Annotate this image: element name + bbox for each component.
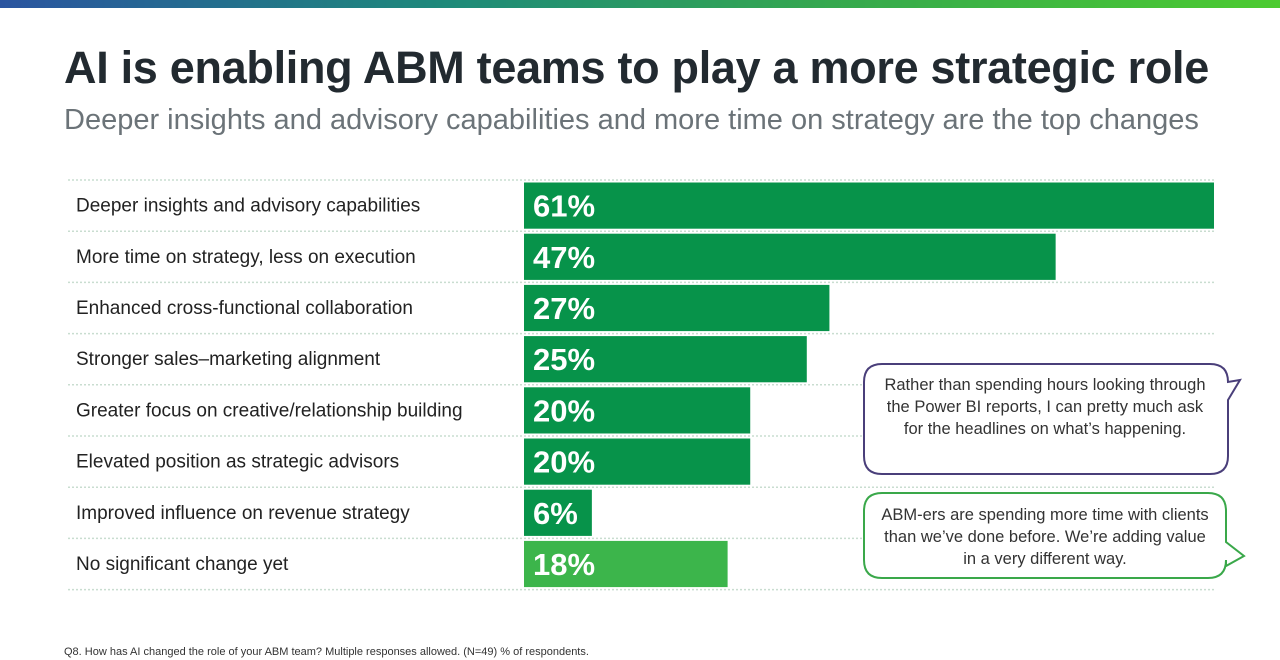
footnote: Q8. How has AI changed the role of your … bbox=[64, 646, 589, 658]
category-label: Stronger sales–marketing alignment bbox=[76, 349, 381, 370]
bar bbox=[524, 387, 751, 434]
data-label: 27% bbox=[533, 291, 595, 326]
category-label: Improved influence on revenue strategy bbox=[76, 503, 410, 524]
data-label: 6% bbox=[533, 496, 578, 531]
bar bbox=[524, 540, 728, 588]
category-label: Elevated position as strategic advisors bbox=[76, 452, 399, 473]
category-label: Enhanced cross-functional collaboration bbox=[76, 298, 413, 319]
category-label: No significant change yet bbox=[76, 554, 289, 575]
bar bbox=[524, 336, 807, 383]
page-subtitle: Deeper insights and advisory capabilitie… bbox=[64, 104, 1199, 136]
category-label: Deeper insights and advisory capabilitie… bbox=[76, 196, 420, 217]
data-label: 18% bbox=[533, 547, 595, 582]
gradient-top-bar bbox=[0, 0, 1280, 8]
bar bbox=[524, 489, 592, 536]
page-title: AI is enabling ABM teams to play a more … bbox=[64, 42, 1209, 93]
bar bbox=[524, 438, 751, 485]
data-label: 25% bbox=[533, 342, 595, 377]
data-label: 20% bbox=[533, 445, 595, 480]
data-label: 61% bbox=[533, 189, 595, 224]
bar bbox=[524, 182, 1214, 229]
callout-quote-1: Rather than spending hours looking throu… bbox=[884, 376, 1206, 438]
bar bbox=[524, 233, 1056, 280]
category-label: More time on strategy, less on execution bbox=[76, 247, 416, 268]
category-label: Greater focus on creative/relationship b… bbox=[76, 400, 463, 421]
callout-quote-2: ABM-ers are spending more time with clie… bbox=[881, 506, 1209, 568]
data-label: 47% bbox=[533, 240, 595, 275]
bar bbox=[524, 284, 830, 332]
data-label: 20% bbox=[533, 393, 595, 428]
